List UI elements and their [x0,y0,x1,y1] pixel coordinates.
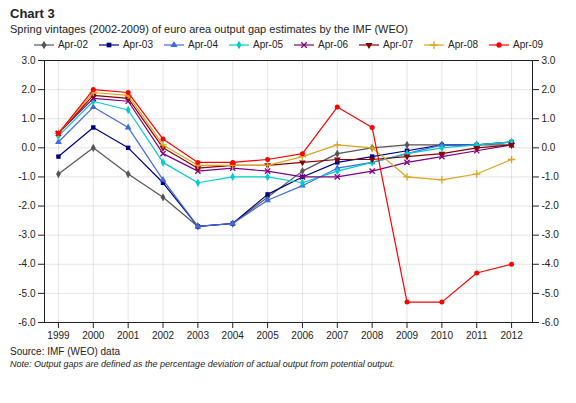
svg-text:-4.0: -4.0 [542,258,560,269]
svg-text:-1.0: -1.0 [542,171,560,182]
svg-text:3.0: 3.0 [542,55,556,66]
svg-text:-3.0: -3.0 [18,229,36,240]
svg-text:2006: 2006 [291,330,314,341]
svg-text:1.0: 1.0 [542,113,556,124]
html-text:Apr-07: Apr-07 [383,39,413,50]
svg-text:0.0: 0.0 [22,142,36,153]
svg-text:3.0: 3.0 [22,55,36,66]
svg-text:-6.0: -6.0 [18,317,36,328]
svg-text:2000: 2000 [82,330,105,341]
svg-text:2012: 2012 [500,330,523,341]
svg-text:2007: 2007 [326,330,349,341]
html-text:Apr-04: Apr-04 [188,39,218,50]
svg-text:-2.0: -2.0 [542,200,560,211]
svg-text:2.0: 2.0 [22,84,36,95]
svg-text:2004: 2004 [222,330,245,341]
html-text:Apr-03: Apr-03 [123,39,153,50]
html-text:Apr-08: Apr-08 [448,39,478,50]
svg-text:-6.0: -6.0 [542,317,560,328]
svg-text:2001: 2001 [117,330,140,341]
html-text:Source: IMF (WEO) data: Source: IMF (WEO) data [10,346,120,357]
svg-text:2.0: 2.0 [542,84,556,95]
svg-text:2010: 2010 [431,330,454,341]
html-text:Apr-06: Apr-06 [318,39,348,50]
svg-text:2011: 2011 [466,330,488,341]
svg-text:1.0: 1.0 [22,113,36,124]
svg-text:-5.0: -5.0 [542,288,560,299]
svg-text:-3.0: -3.0 [542,229,560,240]
html-text:Apr-09: Apr-09 [513,39,544,50]
html-text:Apr-02: Apr-02 [57,39,88,50]
svg-text:0.0: 0.0 [542,142,556,153]
svg-text:2009: 2009 [396,330,419,341]
svg-text:-2.0: -2.0 [18,200,36,211]
svg-text:-1.0: -1.0 [18,171,36,182]
svg-text:-5.0: -5.0 [18,288,36,299]
html-text:Chart 3: Chart 3 [10,6,55,21]
svg-text:2003: 2003 [187,330,210,341]
html-text:Note: Output gaps are defined: Note: Output gaps are defined as the per… [10,359,395,369]
html-text:Spring vintages (2002-2009) of: Spring vintages (2002-2009) of euro area… [10,23,408,35]
svg-text:2008: 2008 [361,330,384,341]
svg-text:-4.0: -4.0 [18,258,36,269]
svg-text:2002: 2002 [152,330,175,341]
svg-text:2005: 2005 [256,330,279,341]
html-text:Apr-05: Apr-05 [253,39,283,50]
svg-text:1999: 1999 [47,330,70,341]
